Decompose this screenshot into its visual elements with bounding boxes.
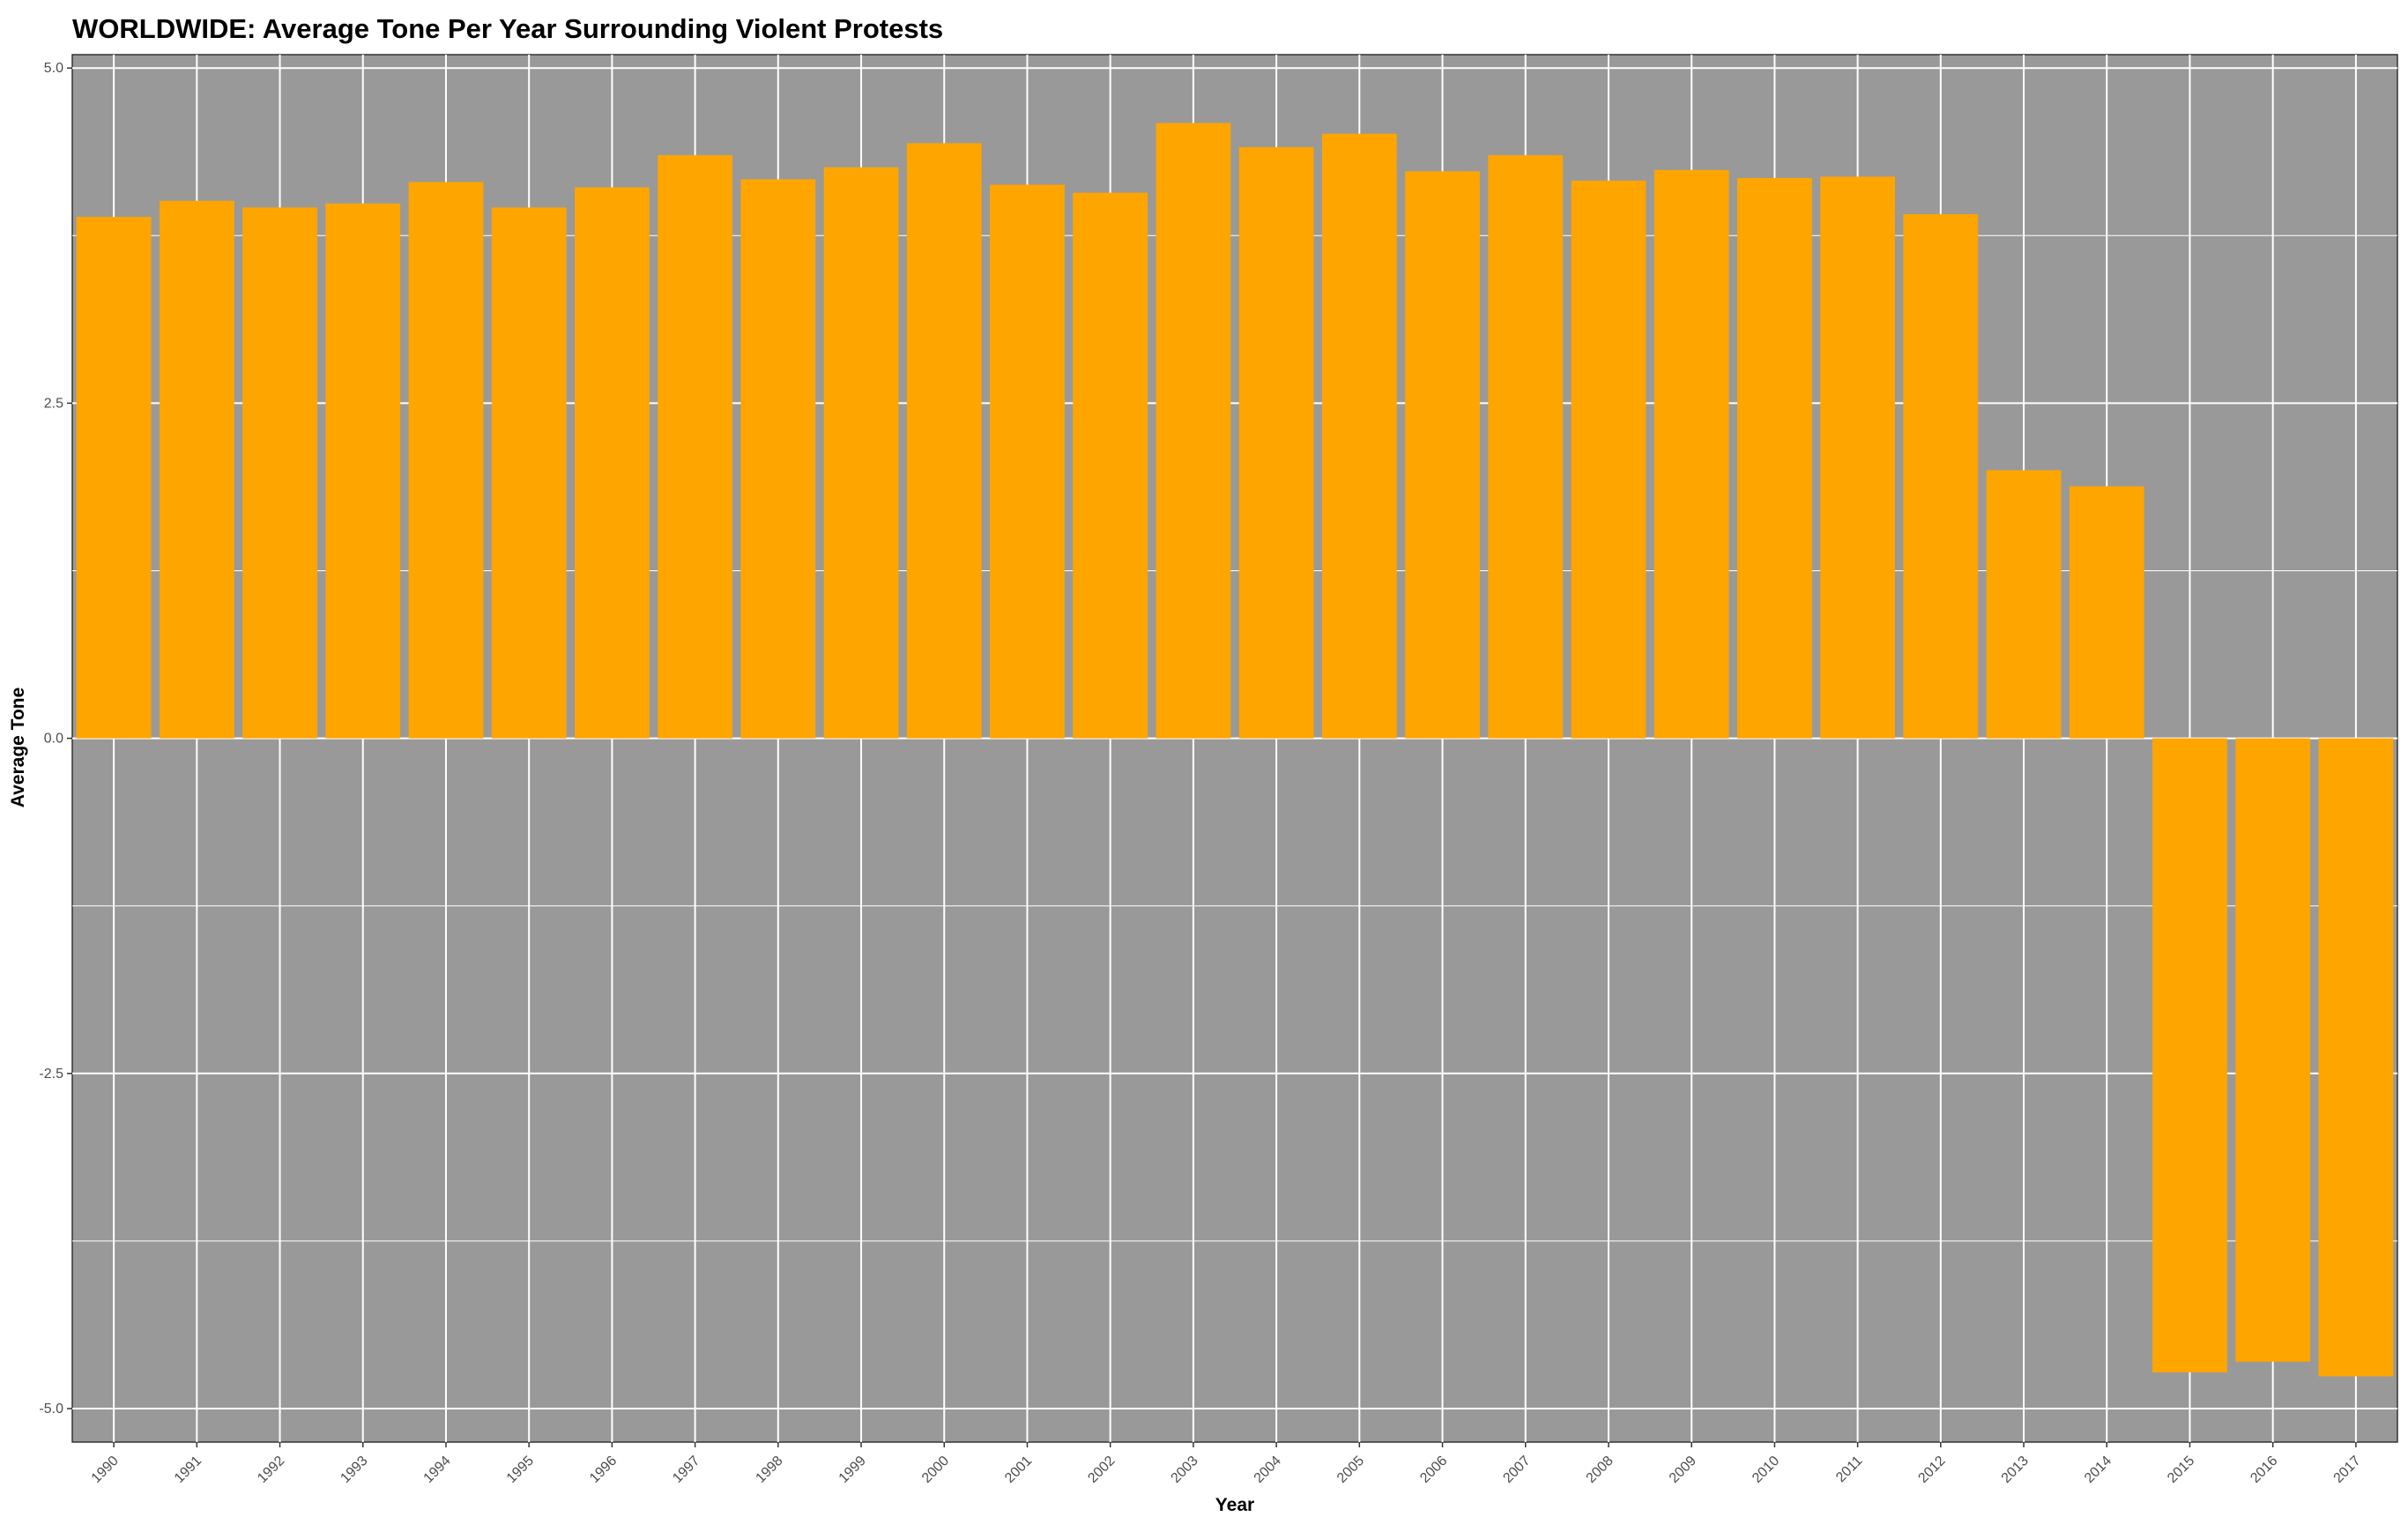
x-tick-label: 2002 — [1085, 1454, 1118, 1486]
bar-1993 — [325, 203, 401, 739]
bar-1996 — [574, 187, 650, 739]
bar-1994 — [408, 182, 484, 739]
bar-2002 — [1073, 192, 1148, 739]
x-tick-label: 1998 — [753, 1454, 785, 1486]
x-tick-label: 2011 — [1833, 1454, 1865, 1485]
bar-2011 — [1820, 176, 1896, 739]
bar-1997 — [658, 155, 733, 739]
bar-2008 — [1571, 180, 1646, 739]
bar-2009 — [1654, 169, 1729, 739]
bar-2016 — [2235, 738, 2311, 1362]
x-tick-label: 2012 — [1915, 1454, 1948, 1486]
y-tick-label: 0.0 — [44, 732, 63, 747]
x-tick-label: 2010 — [1750, 1454, 1782, 1486]
x-tick-label: 2007 — [1500, 1454, 1533, 1486]
x-tick-label: 1999 — [836, 1454, 869, 1486]
x-tick-label: 2003 — [1169, 1454, 1201, 1486]
bar-2000 — [906, 143, 982, 739]
bar-1990 — [76, 217, 152, 739]
x-tick-label: 2000 — [919, 1454, 952, 1486]
bars — [76, 123, 2394, 1377]
bar-2013 — [1986, 470, 2062, 739]
x-tick-label: 2001 — [1002, 1454, 1035, 1486]
x-tick-label: 2015 — [2165, 1454, 2197, 1486]
y-axis-title: Average Tone — [8, 688, 28, 808]
x-tick-label: 2013 — [1999, 1454, 2032, 1486]
y-tick-label: -2.5 — [39, 1067, 63, 1082]
x-tick-label: 2004 — [1252, 1454, 1284, 1486]
x-tick-label: 2016 — [2248, 1454, 2280, 1486]
x-tick-label: 2014 — [2082, 1454, 2114, 1486]
x-tick-label: 2008 — [1584, 1454, 1616, 1486]
x-tick-label: 1995 — [504, 1454, 537, 1486]
x-tick-label: 2006 — [1417, 1454, 1450, 1486]
x-tick-label: 2009 — [1667, 1454, 1699, 1486]
y-tick-label: 5.0 — [44, 61, 63, 76]
chart-title: WORLDWIDE: Average Tone Per Year Surroun… — [72, 13, 943, 44]
bar-1992 — [242, 207, 317, 739]
x-axis-title: Year — [1215, 1495, 1254, 1515]
x-tick-label: 1994 — [421, 1454, 454, 1486]
bar-2015 — [2152, 738, 2227, 1372]
bar-2006 — [1405, 171, 1480, 739]
x-tick-label: 2005 — [1334, 1454, 1367, 1486]
x-tick-label: 1991 — [172, 1454, 204, 1486]
bar-1999 — [823, 167, 899, 739]
bar-2014 — [2069, 486, 2144, 739]
bar-2010 — [1736, 177, 1812, 739]
y-axis: 5.0 2.5 0.0 -2.5 -5.0 — [39, 61, 72, 1417]
x-axis: 1990 1991 1992 1993 1994 1995 1996 1997 1998 1999… — [89, 1442, 2364, 1486]
x-tick-label: 1992 — [255, 1454, 287, 1486]
y-tick-label: -5.0 — [39, 1402, 63, 1417]
bar-1991 — [159, 200, 234, 739]
bar-2003 — [1156, 123, 1231, 739]
bar-2007 — [1488, 155, 1564, 739]
x-tick-label: 1996 — [587, 1454, 620, 1486]
bar-1998 — [740, 179, 816, 739]
y-tick-label: 2.5 — [44, 396, 63, 411]
bar-1995 — [491, 207, 567, 739]
x-tick-label: 1990 — [89, 1454, 122, 1486]
bar-2004 — [1238, 146, 1314, 739]
x-tick-label: 1993 — [338, 1454, 370, 1486]
bar-2017 — [2318, 738, 2394, 1377]
x-tick-label: 2017 — [2331, 1454, 2364, 1486]
bar-2005 — [1321, 133, 1397, 739]
bar-2001 — [990, 184, 1065, 739]
x-tick-label: 1997 — [670, 1454, 702, 1486]
bar-2012 — [1903, 213, 1979, 739]
